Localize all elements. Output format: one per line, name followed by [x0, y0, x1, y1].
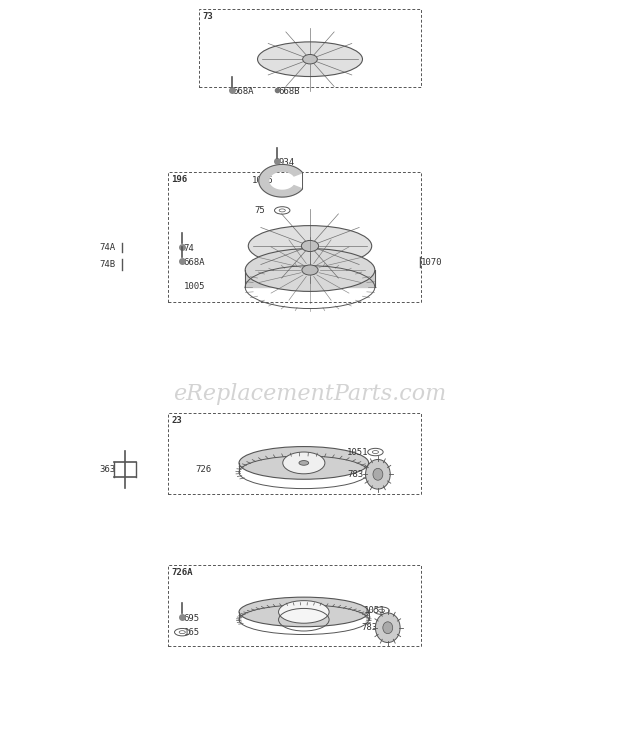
Ellipse shape [299, 461, 309, 465]
Text: 23: 23 [171, 416, 182, 425]
Circle shape [373, 469, 383, 480]
Text: 73: 73 [202, 12, 213, 21]
Text: 726A: 726A [171, 568, 193, 577]
Text: 74: 74 [184, 244, 194, 253]
Text: 783: 783 [347, 469, 363, 479]
Circle shape [383, 622, 392, 634]
Text: 1006: 1006 [251, 176, 273, 185]
Ellipse shape [303, 54, 317, 64]
Text: 1051: 1051 [347, 448, 368, 457]
Text: 783A: 783A [361, 623, 383, 632]
Text: 363: 363 [99, 465, 115, 475]
Ellipse shape [239, 597, 369, 626]
Text: 1051: 1051 [364, 606, 385, 615]
Ellipse shape [257, 42, 363, 77]
Text: 1070: 1070 [421, 258, 443, 267]
Text: 74B: 74B [99, 260, 115, 269]
Text: 934: 934 [278, 158, 294, 167]
Text: 726: 726 [196, 465, 212, 475]
Ellipse shape [278, 600, 329, 623]
Text: 668A: 668A [233, 87, 254, 96]
Text: 695: 695 [184, 614, 200, 623]
Text: 165: 165 [184, 629, 200, 638]
Ellipse shape [248, 225, 372, 266]
Ellipse shape [245, 248, 375, 292]
Ellipse shape [302, 265, 318, 275]
Text: 196: 196 [171, 175, 187, 184]
Text: 74A: 74A [99, 243, 115, 252]
Circle shape [376, 613, 400, 643]
Polygon shape [259, 164, 303, 197]
Ellipse shape [283, 452, 325, 474]
Ellipse shape [239, 446, 369, 479]
Text: 1005: 1005 [184, 282, 205, 291]
Text: 668A: 668A [184, 258, 205, 267]
Text: eReplacementParts.com: eReplacementParts.com [174, 383, 446, 405]
Circle shape [366, 460, 390, 489]
Text: 668B: 668B [278, 87, 299, 96]
Ellipse shape [301, 240, 319, 251]
Text: 75: 75 [254, 206, 265, 215]
